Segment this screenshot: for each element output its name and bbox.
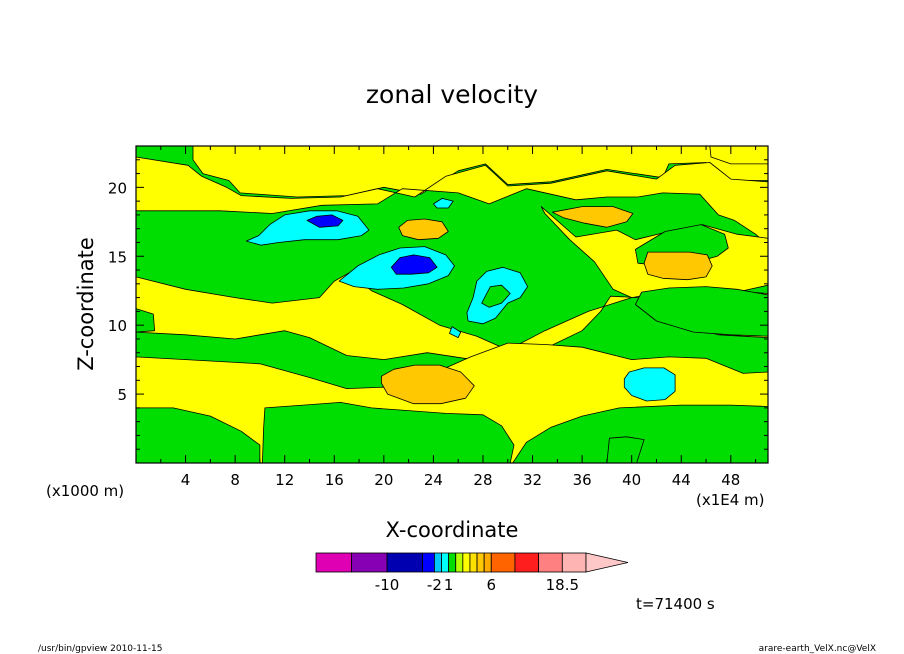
x-tick-label: 44: [672, 471, 691, 489]
contour-region-cyan-tiny: [449, 326, 462, 339]
y-tick-label: 5: [117, 386, 127, 404]
colorbar-extend-tip: [585, 552, 629, 573]
x-axis-label: X-coordinate: [386, 518, 519, 542]
chart-title: zonal velocity: [366, 80, 538, 109]
footer-right: arare-earth_VelX.nc@VelX: [759, 644, 876, 654]
x-tick-label: 24: [424, 471, 443, 489]
x-tick-label: 32: [523, 471, 542, 489]
colorbar-segment: [476, 552, 485, 573]
colorbar-segment: [441, 552, 450, 573]
contour-region-cyan-small: [432, 197, 454, 209]
contour-regions: [136, 146, 768, 463]
x-tick-label: 36: [573, 471, 592, 489]
colorbar-segment: [514, 552, 540, 573]
colorbar-segment: [538, 552, 563, 573]
contour-region-lower-left-green: [136, 407, 261, 463]
colorbar-segment: [386, 552, 423, 573]
colorbar-label: 6: [486, 576, 496, 594]
x-tick-label: 12: [275, 471, 294, 489]
colorbar-segment: [434, 552, 442, 573]
time-label: t=71400 s: [636, 595, 715, 613]
contour-region-orange-lower-center: [380, 364, 475, 405]
x-unit-label: (x1E4 m): [696, 491, 765, 509]
colorbar-segment: [469, 552, 478, 573]
x-tick-label: 4: [181, 471, 191, 489]
colorbar-label: 1: [444, 576, 454, 594]
contour-region-orange-right: [643, 251, 713, 281]
x-axis-ticks: 4 8 12 16 20 24 28 32 36 40 44 48: [160, 146, 757, 489]
x-tick-label: 8: [230, 471, 240, 489]
x-tick-label: 20: [374, 471, 393, 489]
x-tick-label: 48: [721, 471, 740, 489]
colorbar-segment: [455, 552, 464, 573]
y-axis-ticks: 5 10 15 20: [108, 159, 768, 450]
contour-region-right-edge-green: [635, 286, 768, 337]
colorbar-label: -2: [427, 576, 442, 594]
colorbar-segment: [561, 552, 587, 573]
footer-left: /usr/bin/gpview 2010-11-15: [38, 644, 162, 654]
colorbar-segment: [351, 552, 388, 573]
x-tick-label: 28: [473, 471, 492, 489]
colorbar-label: 18.5: [546, 576, 579, 594]
y-tick-label: 20: [108, 179, 127, 197]
y-tick-label: 15: [108, 248, 127, 266]
colorbar-segment: [483, 552, 492, 573]
plot-frame: [135, 145, 769, 464]
y-axis-label: Z-coordinate: [74, 237, 98, 371]
colorbar-segment: [315, 552, 352, 573]
y-unit-label: (x1000 m): [46, 482, 124, 500]
colorbar-segment: [490, 552, 516, 573]
contour-region-cyan-lower-right: [623, 367, 676, 402]
x-tick-label: 16: [325, 471, 344, 489]
contour-region-lower-right-green: [512, 404, 768, 463]
contour-region-top-right-yellow: [709, 146, 768, 165]
contour-region-blue-center: [390, 254, 438, 275]
contour-region-lower-middle-green: [261, 401, 515, 463]
colorbar-label: -10: [375, 576, 400, 594]
contour-region-left-edge-green: [136, 308, 156, 333]
contour-region-mid-upper-yellow: [136, 156, 768, 246]
contour-region-green-inside-cyan: [481, 284, 511, 308]
contour-region-blue-upper: [306, 214, 344, 228]
x-tick-label: 40: [622, 471, 641, 489]
contour-region-lower-right-green-2: [606, 436, 645, 463]
colorbar-segment: [448, 552, 457, 573]
contour-region-orange-upper-center: [398, 218, 449, 241]
contour-region-orange-upper-right: [552, 206, 634, 228]
colorbar-segment: [462, 552, 471, 573]
y-tick-label: 10: [108, 317, 127, 335]
colorbar-segment: [422, 552, 435, 573]
colorbar: -10 -2 1 6 18.5: [315, 552, 629, 594]
